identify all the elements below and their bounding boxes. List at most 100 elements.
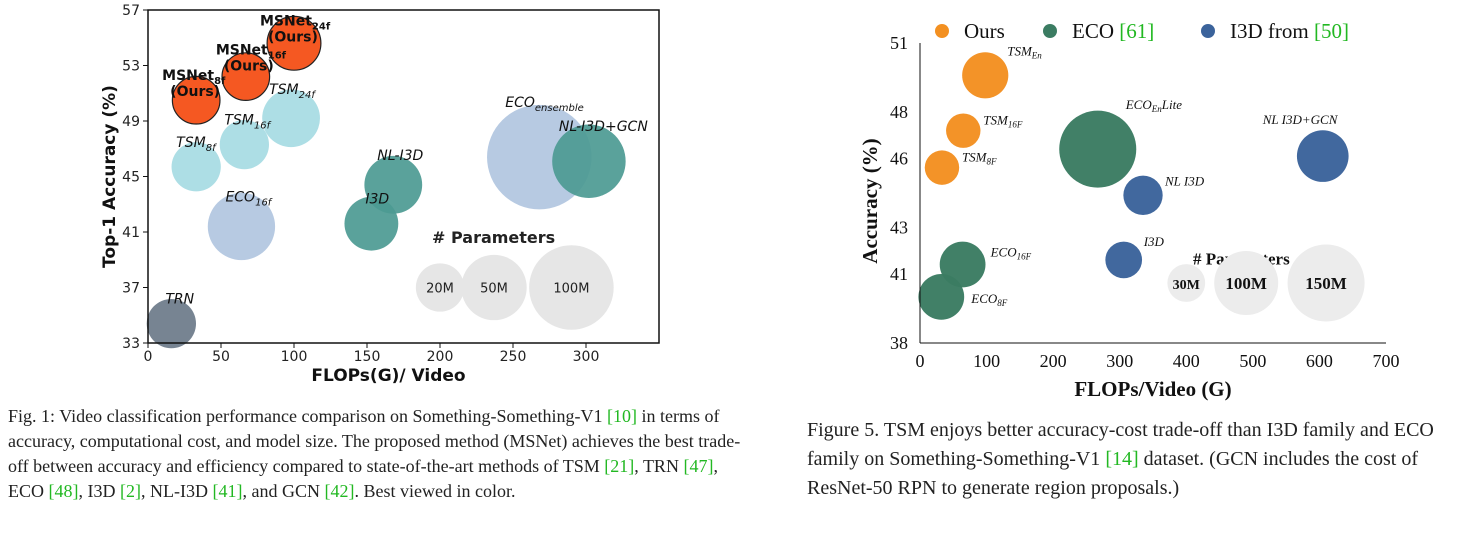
- point-label-tsm-8f: TSM8F: [962, 150, 997, 167]
- legend-label-50m: 50M: [480, 282, 508, 297]
- point-sublabel-msnet-8f: (Ours): [170, 84, 220, 100]
- y-tick-label: 37: [122, 281, 140, 297]
- point-label-eco-en: ECOEnLite: [1125, 97, 1182, 114]
- citation-link[interactable]: [42]: [324, 481, 355, 501]
- x-tick-label: 600: [1306, 351, 1333, 371]
- caption-text: in terms of accuracy, computational cost…: [8, 406, 741, 476]
- bubble-i3d: [1105, 241, 1143, 279]
- y-tick-label: 49: [122, 114, 140, 130]
- x-tick-label: 0: [144, 349, 153, 365]
- citation-link[interactable]: [41]: [212, 481, 243, 501]
- y-tick-label: 33: [122, 336, 140, 352]
- legend-label-150m: 150M: [1305, 274, 1347, 293]
- citation-link[interactable]: [47]: [683, 456, 714, 476]
- bubble-eco-16f: [207, 192, 276, 261]
- x-axis-label: FLOPs(G)/ Video: [311, 366, 465, 386]
- legend-marker-i3d-from: [1201, 24, 1215, 38]
- y-tick-label: 41: [122, 225, 140, 241]
- caption-text: , NL-I3D: [141, 481, 213, 501]
- legend-bubble-30m: [1167, 264, 1206, 302]
- bubble-msnet-16f: [221, 52, 271, 101]
- figure-caption-left: Fig. 1: Video classification performance…: [8, 404, 758, 504]
- bubble-nl-i3d-gcn: [552, 124, 626, 198]
- point-label-i3d: I3D: [1143, 234, 1165, 249]
- point-label-eco-ensemble: ECOensemble: [505, 95, 584, 114]
- caption-text: Fig. 1: Video classification performance…: [8, 406, 607, 426]
- point-label-nl-i3d: NL I3D: [1164, 173, 1205, 188]
- point-label-trn: TRN: [165, 292, 194, 308]
- legend-bubble-20m: [415, 263, 465, 312]
- point-label-eco-8f: ECO8F: [970, 291, 1008, 308]
- point-label-nl-i3d: NL-I3D: [377, 148, 423, 164]
- bubble-tsm-16f: [946, 113, 981, 148]
- bubble-tsm-16f: [219, 119, 269, 170]
- citation-link[interactable]: [21]: [604, 456, 635, 476]
- x-tick-label: 200: [427, 349, 454, 365]
- legend-entry-eco: ECO [61]: [1072, 19, 1154, 43]
- bubble-eco-16f: [939, 241, 986, 288]
- bubble-tsm-24f: [262, 89, 320, 148]
- bubble-eco-8f: [918, 273, 965, 320]
- y-tick-label: 48: [890, 102, 908, 122]
- y-tick-label: 51: [890, 33, 908, 53]
- point-label-tsm-en: TSMEn: [1007, 43, 1042, 60]
- legend-entry-i3d-from: I3D from [50]: [1230, 19, 1349, 43]
- x-tick-label: 200: [1040, 351, 1067, 371]
- y-axis-label: Top-1 Accuracy (%): [100, 85, 120, 268]
- y-tick-label: 57: [122, 3, 140, 19]
- caption-text: Figure 5. TSM enjoys better accuracy-cos…: [807, 419, 1434, 470]
- x-tick-label: 150: [354, 349, 381, 365]
- chart-right: # Parameters30M100M150MTSMEnTSM16FTSM8FE…: [858, 19, 1400, 401]
- point-label-eco-16f: ECO16F: [990, 245, 1032, 262]
- point-label-tsm-24f: TSM24f: [269, 82, 316, 101]
- citation-link[interactable]: [2]: [120, 481, 141, 501]
- legend-entry-ours: Ours: [964, 19, 1005, 43]
- x-tick-label: 700: [1373, 351, 1400, 371]
- y-tick-label: 45: [122, 170, 140, 186]
- bubble-eco-en: [1059, 110, 1137, 188]
- point-sublabel-msnet-16f: (Ours): [224, 59, 274, 75]
- caption-text: , TRN: [634, 456, 684, 476]
- x-tick-label: 500: [1239, 351, 1266, 371]
- bubble-tsm-8f: [171, 142, 221, 192]
- legend-bubble-100m: [1214, 251, 1279, 315]
- x-tick-label: 300: [1106, 351, 1133, 371]
- point-label-tsm-16f: TSM16F: [983, 113, 1023, 130]
- caption-text: dataset. (GCN includes the cost of ResNe…: [807, 448, 1419, 499]
- caption-text: , ECO: [8, 456, 718, 501]
- legend-bubble-50m: [461, 254, 527, 321]
- caption-text: , I3D: [78, 481, 120, 501]
- point-sublabel-msnet-24f: (Ours): [268, 29, 318, 45]
- bubble-msnet-8f: [171, 75, 221, 125]
- y-tick-label: 46: [890, 148, 908, 168]
- legend-label-20m: 20M: [426, 282, 454, 297]
- point-label-tsm-16f: TSM16f: [224, 113, 271, 132]
- x-tick-label: 50: [212, 349, 230, 365]
- legend-marker-ours: [935, 24, 949, 38]
- x-tick-label: 250: [500, 349, 527, 365]
- legend-title: # Parameters: [432, 228, 555, 247]
- point-label-eco-16f: ECO16f: [225, 189, 272, 208]
- point-label-i3d: I3D: [365, 192, 389, 208]
- point-label-nl-i3d-gcn: NL-I3D+GCN: [559, 119, 648, 135]
- legend-marker-eco: [1043, 24, 1057, 38]
- x-tick-label: 0: [916, 351, 925, 371]
- y-tick-label: 38: [890, 333, 908, 353]
- point-label-msnet-8f: MSNet8f: [162, 68, 226, 87]
- legend-bubble-150m: [1287, 244, 1365, 322]
- y-tick-label: 53: [122, 59, 140, 75]
- legend-label-100m: 100M: [553, 282, 589, 297]
- bubble-i3d: [344, 196, 399, 251]
- x-tick-label: 300: [573, 349, 600, 365]
- x-tick-label: 100: [281, 349, 308, 365]
- point-label-msnet-16f: MSNet16f: [216, 43, 287, 62]
- figure-caption-right: Figure 5. TSM enjoys better accuracy-cos…: [807, 416, 1462, 503]
- citation-link[interactable]: [10]: [606, 406, 637, 426]
- y-axis-label: Accuracy (%): [858, 138, 882, 263]
- citation-link[interactable]: [48]: [48, 481, 79, 501]
- bubble-nl-i3d-gcn: [1296, 130, 1349, 182]
- bubble-tsm-en: [962, 52, 1009, 99]
- bubble-tsm-8f: [924, 150, 960, 185]
- citation-link[interactable]: [14]: [1105, 448, 1139, 470]
